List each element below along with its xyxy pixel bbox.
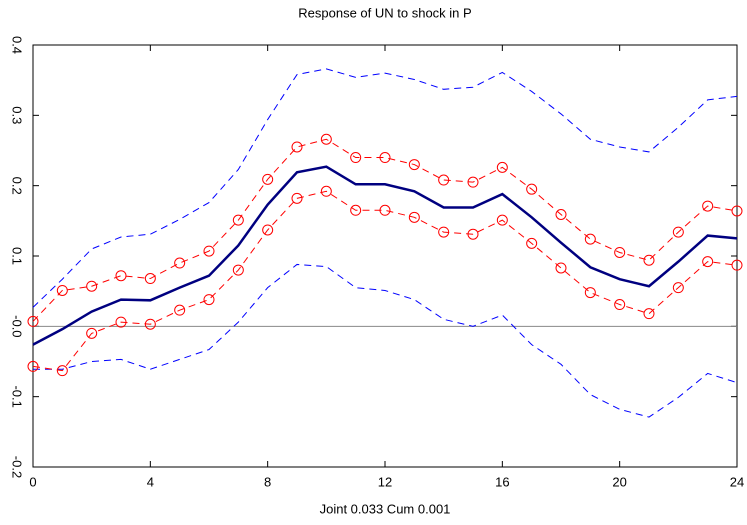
y-tick-label: 0.1 bbox=[10, 247, 25, 265]
x-tick-label: 0 bbox=[29, 474, 36, 489]
point-marker bbox=[438, 174, 450, 186]
chart-title: Response of UN to shock in P bbox=[298, 5, 471, 20]
x-tick-label: 8 bbox=[264, 474, 271, 489]
point-marker bbox=[408, 211, 420, 223]
point-marker bbox=[467, 228, 479, 240]
point-marker bbox=[262, 224, 274, 236]
point-marker bbox=[320, 185, 332, 197]
point-marker bbox=[174, 257, 186, 269]
point-marker bbox=[526, 237, 538, 249]
point-marker bbox=[731, 259, 743, 271]
point-marker bbox=[56, 365, 68, 377]
point-marker bbox=[174, 304, 186, 316]
point-marker bbox=[262, 173, 274, 185]
x-tick-label: 20 bbox=[612, 474, 626, 489]
point-marker bbox=[232, 264, 244, 276]
x-axis-label: Joint 0.033 Cum 0.001 bbox=[320, 501, 451, 516]
x-tick-label: 24 bbox=[730, 474, 744, 489]
series-line bbox=[32, 138, 738, 322]
point-marker bbox=[27, 360, 39, 372]
point-marker bbox=[555, 262, 567, 274]
point-marker bbox=[144, 273, 156, 285]
x-tick-label: 12 bbox=[378, 474, 392, 489]
x-tick-label: 16 bbox=[495, 474, 509, 489]
point-marker bbox=[526, 183, 538, 195]
point-marker bbox=[291, 141, 303, 153]
point-marker bbox=[232, 214, 244, 226]
point-marker bbox=[438, 226, 450, 238]
point-marker bbox=[144, 318, 156, 330]
point-marker bbox=[56, 284, 68, 296]
series-line bbox=[32, 190, 738, 372]
point-marker bbox=[584, 287, 596, 299]
point-marker bbox=[203, 245, 215, 257]
point-marker bbox=[115, 270, 127, 282]
point-marker bbox=[496, 214, 508, 226]
point-marker bbox=[291, 192, 303, 204]
point-marker bbox=[584, 233, 596, 245]
point-marker bbox=[672, 282, 684, 294]
point-marker bbox=[555, 209, 567, 221]
point-marker bbox=[350, 152, 362, 164]
point-marker bbox=[614, 246, 626, 258]
point-marker bbox=[320, 133, 332, 145]
series-line bbox=[32, 165, 738, 346]
y-tick-label: -0.0 bbox=[10, 315, 25, 337]
point-marker bbox=[467, 176, 479, 188]
point-marker bbox=[702, 256, 714, 268]
point-marker bbox=[408, 159, 420, 171]
point-marker bbox=[115, 316, 127, 328]
point-marker bbox=[86, 280, 98, 292]
series-line bbox=[33, 263, 738, 418]
y-tick-label: 0.3 bbox=[10, 106, 25, 124]
point-marker bbox=[350, 204, 362, 216]
point-marker bbox=[731, 205, 743, 217]
series-line bbox=[32, 68, 738, 308]
point-marker bbox=[643, 254, 655, 266]
y-tick-label: 0.4 bbox=[10, 36, 25, 54]
point-marker bbox=[27, 315, 39, 327]
point-marker bbox=[203, 294, 215, 306]
point-marker bbox=[672, 226, 684, 238]
y-tick-label: -0.1 bbox=[10, 385, 25, 407]
point-marker bbox=[614, 299, 626, 311]
point-marker bbox=[86, 327, 98, 339]
x-tick-label: 4 bbox=[147, 474, 154, 489]
y-tick-label: 0.2 bbox=[10, 177, 25, 195]
point-marker bbox=[643, 308, 655, 320]
point-marker bbox=[496, 161, 508, 173]
point-marker bbox=[702, 200, 714, 212]
point-marker bbox=[379, 152, 391, 164]
point-marker bbox=[379, 204, 391, 216]
y-tick-label: -0.2 bbox=[10, 456, 25, 478]
